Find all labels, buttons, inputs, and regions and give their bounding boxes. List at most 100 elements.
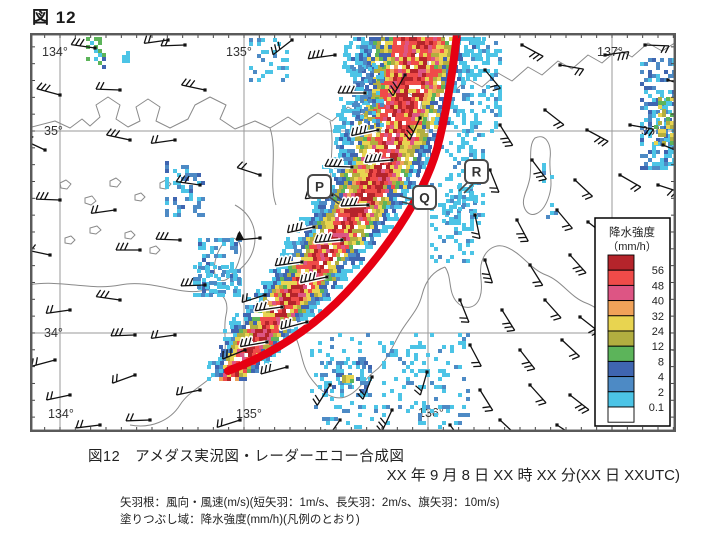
radar-echo-cell: [652, 150, 656, 154]
radar-echo-cell: [662, 101, 666, 105]
radar-echo-cell: [311, 201, 315, 205]
radar-echo-cell: [341, 245, 345, 249]
radar-echo-cell: [239, 329, 243, 333]
wind-barb: [471, 213, 481, 240]
radar-echo-cell: [348, 241, 352, 245]
radar-echo-cell: [308, 301, 312, 305]
radar-echo-cell: [292, 317, 296, 321]
radar-echo-cell: [185, 169, 189, 173]
radar-echo-cell: [336, 265, 340, 269]
radar-echo-cell: [337, 221, 341, 225]
radar-echo-cell: [197, 173, 201, 177]
radar-echo-cell: [360, 369, 364, 373]
radar-echo-cell: [473, 41, 477, 45]
coastline: [444, 245, 507, 308]
radar-echo-cell: [379, 201, 383, 205]
radar-echo-cell: [434, 73, 438, 77]
radar-echo-cell: [473, 37, 477, 41]
radar-echo-cell: [399, 117, 403, 121]
radar-echo-cell: [165, 185, 169, 189]
figure-caption: 図12 アメダス実況図・レーダーエコー合成図: [88, 449, 405, 465]
radar-echo-cell: [341, 221, 345, 225]
radar-echo-cell: [648, 74, 652, 78]
radar-echo-cell: [214, 238, 218, 242]
radar-echo-cell: [390, 105, 394, 109]
radar-echo-cell: [332, 209, 336, 213]
radar-echo-cell: [247, 313, 251, 317]
radar-echo-cell: [466, 93, 470, 97]
radar-echo-cell: [376, 181, 380, 185]
radar-echo-cell: [406, 165, 410, 169]
radar-echo-cell: [332, 241, 336, 245]
radar-echo-cell: [391, 201, 395, 205]
radar-echo-cell: [409, 169, 413, 173]
radar-echo-cell: [439, 53, 443, 57]
radar-echo-cell: [394, 153, 398, 157]
radar-echo-cell: [470, 251, 474, 255]
radar-echo-cell: [466, 227, 470, 231]
radar-echo-cell: [380, 103, 384, 107]
radar-echo-cell: [197, 197, 201, 201]
radar-echo-cell: [304, 253, 308, 257]
radar-echo-cell: [218, 290, 222, 294]
radar-echo-cell: [313, 233, 317, 237]
radar-echo-cell: [256, 289, 260, 293]
radar-echo-cell: [356, 103, 360, 107]
radar-echo-cell: [313, 245, 317, 249]
radar-echo-cell: [670, 113, 674, 117]
radar-echo-cell: [426, 125, 430, 129]
radar-echo-cell: [550, 211, 554, 215]
radar-echo-cell: [376, 133, 380, 137]
radar-echo-cell: [210, 246, 214, 250]
radar-echo-cell: [300, 317, 304, 321]
radar-echo-cell: [654, 125, 658, 129]
radar-echo-cell: [462, 227, 466, 231]
radar-echo-cell: [369, 197, 373, 201]
radar-echo-cell: [326, 249, 330, 253]
radar-echo-cell: [421, 41, 425, 45]
radar-echo-cell: [189, 185, 193, 189]
radar-echo-cell: [324, 365, 328, 369]
grid-label: 134°: [48, 407, 74, 421]
radar-echo-cell: [652, 114, 656, 118]
radar-echo-cell: [401, 85, 405, 89]
radar-echo-cell: [222, 290, 226, 294]
radar-echo-cell: [305, 221, 309, 225]
coastline: [27, 282, 228, 427]
wind-barb: [270, 38, 294, 56]
radar-echo-cell: [470, 223, 474, 227]
annotation-label: Q: [419, 191, 430, 206]
radar-echo-cell: [360, 95, 364, 99]
radar-echo-cell: [371, 201, 375, 205]
radar-echo-cell: [405, 189, 409, 193]
radar-echo-cell: [266, 309, 270, 313]
radar-echo-cell: [402, 69, 406, 73]
radar-echo-cell: [221, 293, 225, 297]
radar-echo-cell: [302, 309, 306, 313]
radar-echo-cell: [344, 133, 348, 137]
radar-echo-cell: [353, 157, 357, 161]
radar-echo-cell: [398, 73, 402, 77]
radar-echo-cell: [394, 377, 398, 381]
radar-echo-cell: [165, 177, 169, 181]
radar-echo-cell: [664, 150, 668, 154]
radar-echo-cell: [660, 126, 664, 130]
radar-echo-cell: [323, 273, 327, 277]
radar-echo-cell: [322, 417, 326, 421]
radar-echo-cell: [652, 74, 656, 78]
radar-echo-cell: [323, 297, 327, 301]
radar-echo-cell: [420, 49, 424, 53]
radar-echo-cell: [343, 61, 347, 65]
radar-echo-cell: [314, 205, 318, 209]
radar-echo-cell: [212, 361, 216, 365]
radar-echo-cell: [652, 162, 656, 166]
radar-echo-cell: [321, 269, 325, 273]
radar-echo-cell: [256, 317, 260, 321]
radar-echo-cell: [422, 141, 426, 145]
radar-echo-cell: [295, 313, 299, 317]
radar-echo-cell: [177, 209, 181, 213]
radar-echo-cell: [423, 97, 427, 101]
radar-echo-cell: [415, 57, 419, 61]
radar-echo-cell: [352, 103, 356, 107]
radar-echo-cell: [390, 141, 394, 145]
